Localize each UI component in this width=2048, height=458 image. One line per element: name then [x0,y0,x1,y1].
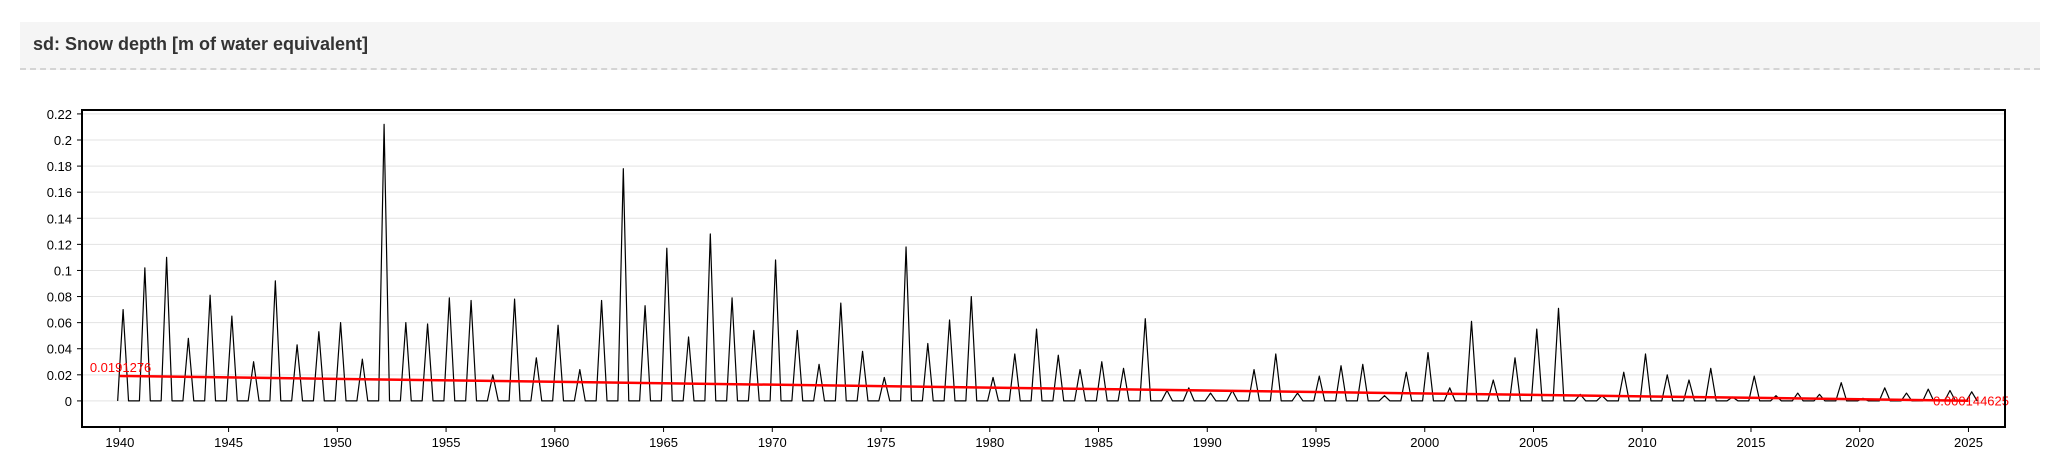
y-tick-label: 0.16 [47,185,72,200]
y-tick-label: 0.1 [54,263,72,278]
x-tick-label: 1970 [758,435,787,450]
chart-title: sd: Snow depth [m of water equivalent] [33,34,369,54]
x-tick-label: 1945 [214,435,243,450]
x-tick-label: 2015 [1737,435,1766,450]
y-tick-label: 0.14 [47,211,72,226]
trend-line [119,374,1969,402]
header: sd: Snow depth [m of water equivalent] [20,22,2040,70]
trend-label: 0.0191276 [90,360,151,375]
y-tick-label: 0.06 [47,316,72,331]
plot-frame [81,109,2006,428]
x-tick-label: 1965 [649,435,678,450]
x-tick-label: 2010 [1628,435,1657,450]
y-tick-label: 0.22 [47,107,72,122]
y-tick-label: 0.08 [47,290,72,305]
x-tick-label: 1995 [1302,435,1331,450]
y-tick-label: 0.04 [47,342,72,357]
x-tick-label: 1960 [540,435,569,450]
x-tick-label: 2020 [1845,435,1874,450]
x-tick-label: 1990 [1193,435,1222,450]
x-tick-label: 1975 [867,435,896,450]
x-tick-label: 1950 [323,435,352,450]
y-tick-label: 0.18 [47,159,72,174]
y-tick-label: 0 [65,394,72,409]
x-tick-label: 2005 [1519,435,1548,450]
x-tick-label: 1985 [1084,435,1113,450]
y-tick-label: 0.2 [54,133,72,148]
x-tick-label: 2025 [1954,435,1983,450]
y-tick-label: 0.02 [47,368,72,383]
x-tick-label: 1940 [105,435,134,450]
x-tick-label: 2000 [1410,435,1439,450]
x-tick-label: 1980 [975,435,1004,450]
trend-label: 0.000144625 [1933,394,2009,409]
data-line [117,123,1978,402]
y-tick-label: 0.12 [47,237,72,252]
x-tick-label: 1955 [432,435,461,450]
